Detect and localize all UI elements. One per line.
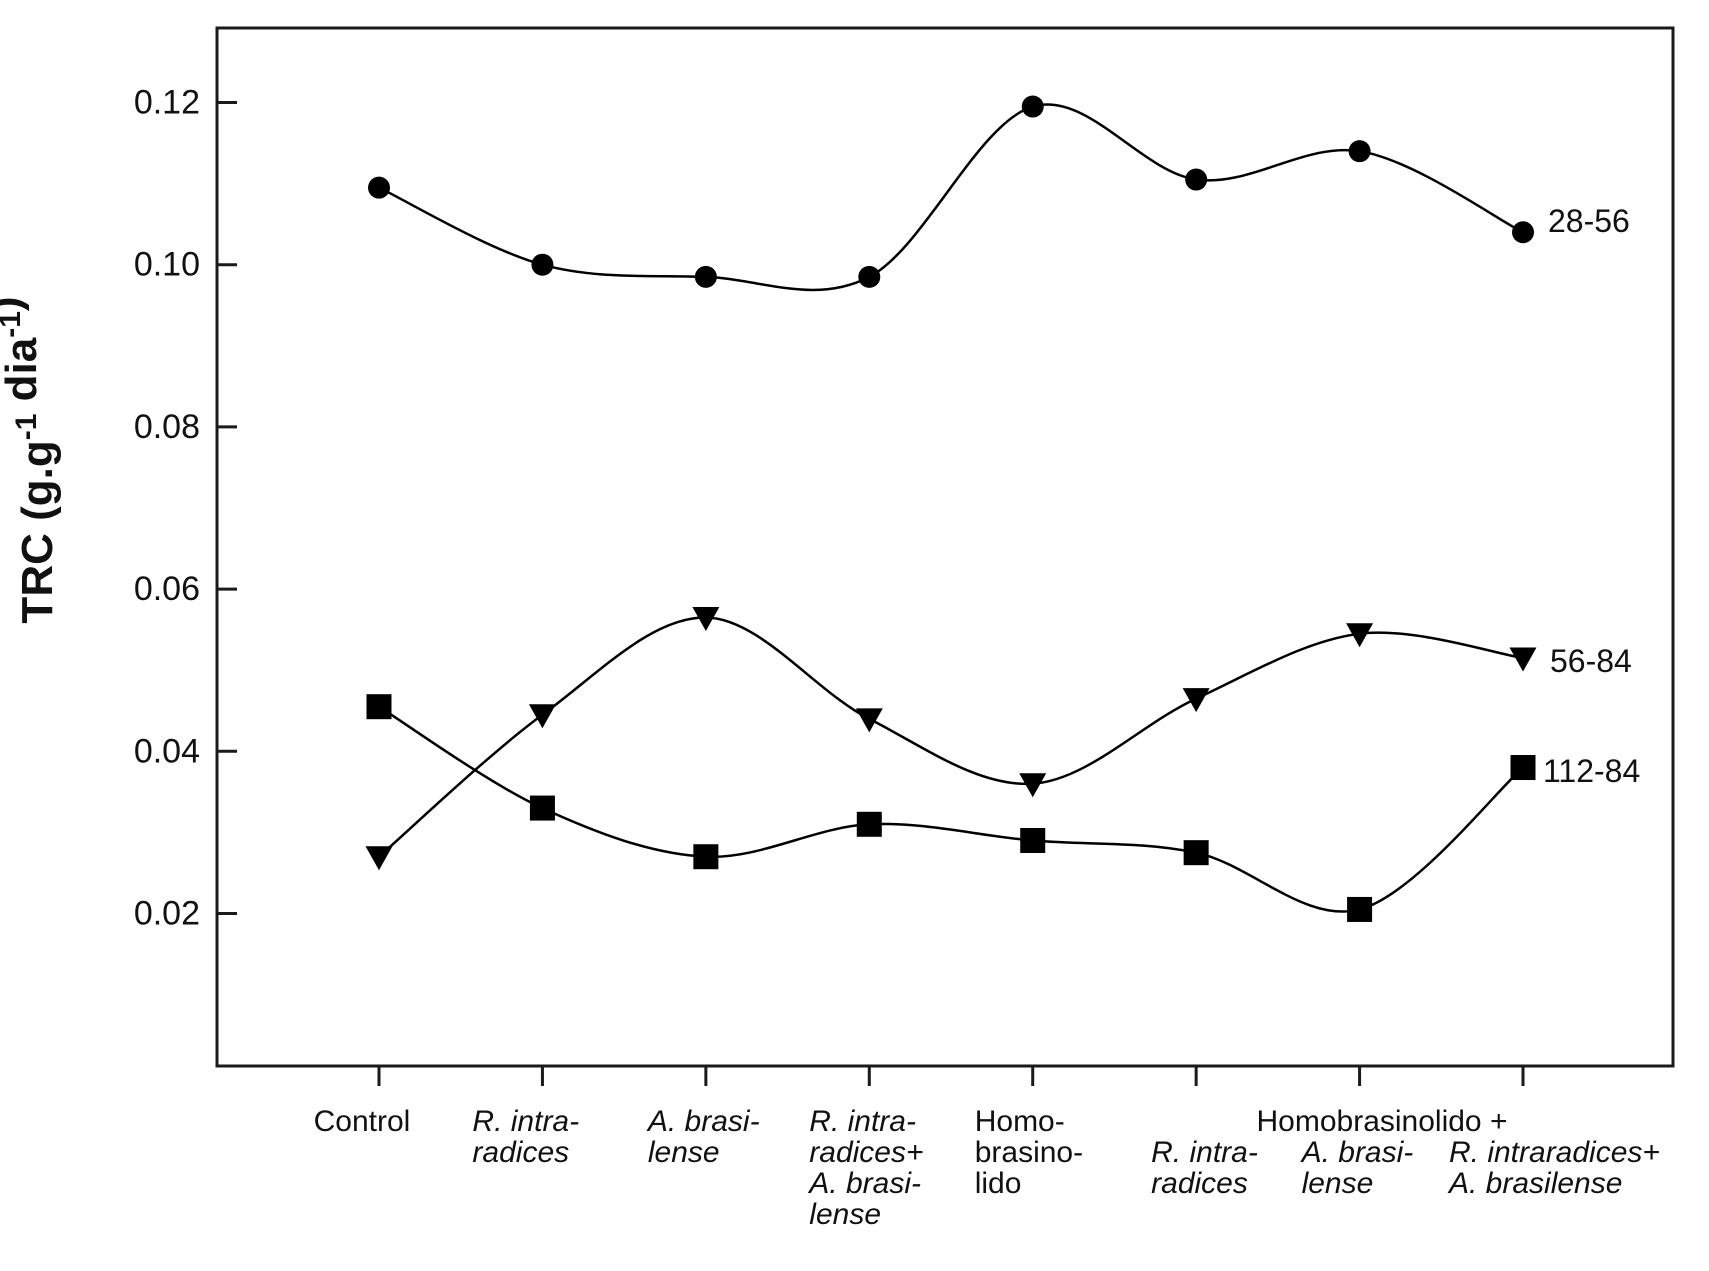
category-label-line: lense [1302, 1167, 1374, 1200]
category-label-line: A. brasi- [646, 1105, 760, 1138]
category-label-line: radices [472, 1136, 569, 1169]
circle-marker [1021, 95, 1044, 118]
triangle-down-marker [528, 704, 556, 729]
circle-marker [694, 265, 717, 288]
square-marker [529, 795, 555, 821]
series-112-84: 112-84 [366, 694, 1640, 922]
category-label-line: A. brasilense [1447, 1167, 1622, 1200]
category-label-line: Control [314, 1105, 411, 1138]
category-label-line: lense [809, 1198, 881, 1231]
square-marker [856, 811, 882, 837]
square-marker [1510, 755, 1536, 781]
series-end-label: 56-84 [1550, 643, 1632, 679]
y-axis-tick-label: 0.02 [134, 895, 200, 933]
circle-marker [1348, 140, 1371, 163]
series-56-84: 56-84 [365, 606, 1632, 871]
circle-marker [858, 265, 881, 288]
triangle-down-marker [365, 846, 393, 871]
square-marker [366, 694, 392, 720]
circle-marker [368, 176, 390, 199]
y-axis-title: TRC (g.g-1 dia-1) [0, 296, 62, 623]
category-label-line: A. brasi- [807, 1167, 921, 1200]
category-label-line: radices [1151, 1167, 1248, 1200]
category-label-line: R. intra- [1151, 1136, 1258, 1169]
category-label-line: R. intra- [809, 1105, 916, 1138]
circle-marker [531, 253, 554, 276]
triangle-down-marker [1019, 773, 1047, 798]
category-label-line: radices+ [809, 1136, 923, 1169]
triangle-down-marker [1182, 688, 1210, 713]
category-label-line: lido [975, 1167, 1022, 1200]
triangle-down-marker [1346, 623, 1374, 648]
category-label-line: R. intraradices+ [1449, 1136, 1660, 1169]
triangle-down-marker [855, 708, 883, 733]
square-marker [693, 844, 719, 870]
category-label-line: A. brasi- [1300, 1136, 1414, 1169]
category-label-line: lense [648, 1136, 720, 1169]
y-axis-tick-label: 0.10 [134, 246, 200, 284]
circle-marker [1512, 221, 1535, 244]
category-label-line: R. intra- [472, 1105, 579, 1138]
category-label-line: Homo- [975, 1105, 1065, 1138]
y-axis-tick-label: 0.08 [134, 408, 200, 446]
series-56-84-line [378, 616, 1524, 858]
y-axis-tick-label: 0.06 [134, 570, 200, 608]
y-axis-tick-label: 0.12 [134, 84, 200, 122]
triangle-down-marker [1509, 647, 1537, 672]
series-end-label: 28-56 [1548, 203, 1630, 239]
triangle-down-marker [692, 606, 720, 631]
plot-border [215, 26, 1675, 1068]
category-label-line: brasino- [975, 1136, 1083, 1169]
square-marker [1183, 840, 1209, 866]
y-axis-tick-label: 0.04 [134, 732, 200, 770]
circle-marker [1185, 168, 1208, 191]
series-end-label: 112-84 [1543, 753, 1640, 789]
square-marker [1347, 896, 1373, 922]
group-header-label: Homobrasinolido + [1257, 1105, 1508, 1138]
series-28-56: 28-56 [368, 95, 1630, 292]
series-28-56-line [378, 103, 1524, 292]
square-marker [1020, 828, 1046, 854]
